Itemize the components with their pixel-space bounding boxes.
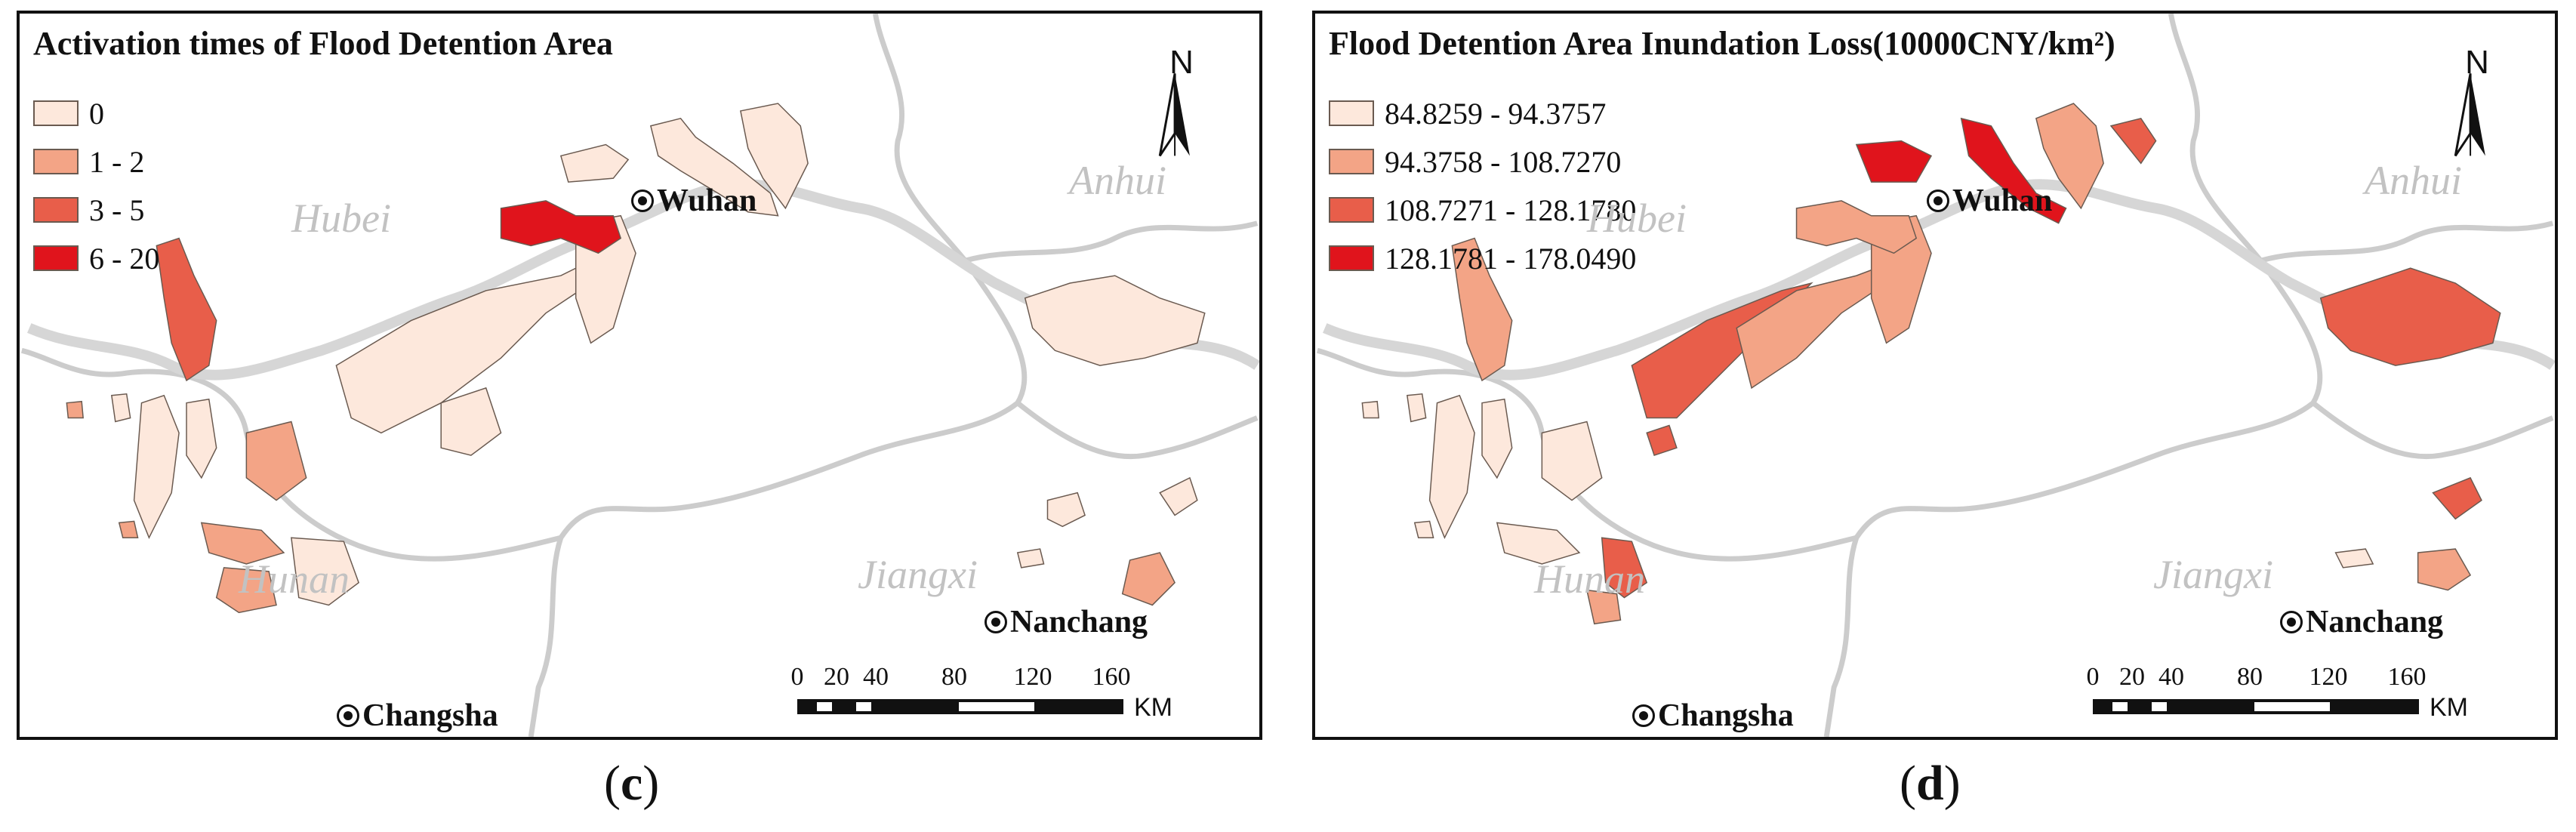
region-label-anhui: Anhui — [1069, 158, 1166, 203]
scale-tick: 20 — [2119, 663, 2145, 691]
city-label: Wuhan — [657, 183, 757, 218]
legend-label: 1 - 2 — [89, 144, 145, 179]
city-label: Wuhan — [1952, 183, 2053, 218]
city-marker-icon — [984, 611, 1007, 633]
scale-bar-graphic — [797, 699, 1123, 714]
scale-tick: 160 — [1092, 663, 1131, 691]
city-nanchang: Nanchang — [984, 604, 1148, 640]
legend-item: 0 — [33, 89, 159, 137]
city-wuhan: Wuhan — [1927, 183, 2052, 219]
city-marker-icon — [1632, 704, 1655, 727]
region-label-hunan: Hunan — [1534, 556, 1645, 602]
region-label-hubei: Hubei — [1587, 196, 1687, 241]
map-canvas-d — [1316, 14, 2555, 737]
legend: 84.8259 - 94.3757 94.3758 - 108.7270 108… — [1329, 89, 1636, 282]
scale-tick: 120 — [2309, 663, 2348, 691]
scale-tick: 40 — [863, 663, 889, 691]
north-arrow-d — [2454, 73, 2485, 157]
region-label-hunan: Hunan — [239, 556, 350, 602]
panel-caption-d: (d) — [1900, 755, 1961, 812]
legend-swatch — [1329, 245, 1374, 271]
legend-item: 3 - 5 — [33, 186, 159, 234]
legend: 0 1 - 2 3 - 5 6 - 20 — [33, 89, 159, 282]
legend-swatch — [1329, 149, 1374, 174]
map-panel-d: Flood Detention Area Inundation Loss(100… — [1312, 11, 2558, 740]
legend-label: 84.8259 - 94.3757 — [1385, 96, 1607, 131]
legend-item: 6 - 20 — [33, 234, 159, 282]
scale-tick: 160 — [2387, 663, 2427, 691]
legend-swatch — [33, 245, 79, 271]
scale-unit: KM — [2430, 693, 2468, 722]
legend-item: 94.3758 - 108.7270 — [1329, 137, 1636, 186]
city-marker-icon — [1927, 190, 1949, 212]
city-label: Changsha — [1658, 698, 1794, 733]
legend-item: 1 - 2 — [33, 137, 159, 186]
scale-tick: 0 — [790, 663, 804, 691]
legend-title: Flood Detention Area Inundation Loss(100… — [1329, 25, 2115, 62]
legend-swatch — [1329, 100, 1374, 126]
caption-paren-close: ) — [1943, 756, 1961, 811]
scale-bar: 0 20 40 80 120 160 KM — [791, 663, 1173, 731]
detention-areas — [66, 103, 1206, 614]
scale-tick: 20 — [824, 663, 849, 691]
map-canvas-c — [20, 14, 1259, 737]
scale-unit: KM — [1134, 693, 1172, 722]
legend-label: 128.1781 - 178.0490 — [1385, 241, 1637, 276]
scale-tick: 0 — [2086, 663, 2100, 691]
north-arrow-c — [1158, 73, 1190, 157]
legend-item: 108.7271 - 128.1780 — [1329, 186, 1636, 234]
province-boundaries — [20, 14, 1259, 737]
legend-label: 94.3758 - 108.7270 — [1385, 144, 1622, 179]
caption-paren-open: ( — [1900, 756, 1916, 811]
region-label-jiangxi: Jiangxi — [858, 552, 978, 597]
region-label-anhui: Anhui — [2365, 158, 2462, 203]
legend-item: 84.8259 - 94.3757 — [1329, 89, 1636, 137]
city-label: Nanchang — [2306, 605, 2444, 639]
scale-ticks: 0 20 40 80 120 160 — [2087, 663, 2440, 693]
scale-bar-graphic — [2093, 699, 2419, 714]
city-label: Changsha — [362, 698, 498, 733]
city-changsha: Changsha — [337, 698, 498, 734]
legend-swatch — [33, 149, 79, 174]
scale-tick: 40 — [2158, 663, 2184, 691]
legend-label: 0 — [89, 96, 104, 131]
city-marker-icon — [631, 190, 654, 212]
map-panel-c: Activation times of Flood Detention Area… — [17, 11, 1262, 740]
caption-letter: d — [1915, 756, 1944, 811]
north-label: N — [1169, 44, 1194, 81]
legend-title: Activation times of Flood Detention Area — [33, 25, 613, 62]
legend-item: 128.1781 - 178.0490 — [1329, 234, 1636, 282]
north-label: N — [2465, 44, 2489, 81]
scale-tick: 120 — [1013, 663, 1052, 691]
city-marker-icon — [337, 704, 359, 727]
legend-swatch — [33, 197, 79, 223]
scale-tick: 80 — [2237, 663, 2263, 691]
city-changsha: Changsha — [1632, 698, 1794, 734]
city-marker-icon — [2280, 611, 2303, 633]
panel-caption-c: (c) — [604, 755, 659, 812]
region-label-hubei: Hubei — [291, 196, 391, 241]
region-label-jiangxi: Jiangxi — [2153, 552, 2273, 597]
caption-letter: c — [620, 756, 643, 811]
city-wuhan: Wuhan — [631, 183, 756, 219]
legend-label: 6 - 20 — [89, 241, 160, 276]
scale-tick: 80 — [941, 663, 967, 691]
legend-label: 3 - 5 — [89, 193, 145, 227]
city-nanchang: Nanchang — [2280, 604, 2443, 640]
city-label: Nanchang — [1010, 605, 1148, 639]
legend-label: 108.7271 - 128.1780 — [1385, 193, 1637, 227]
legend-swatch — [33, 100, 79, 126]
scale-bar: 0 20 40 80 120 160 KM — [2087, 663, 2469, 731]
scale-ticks: 0 20 40 80 120 160 — [791, 663, 1145, 693]
caption-paren-close: ) — [642, 756, 660, 811]
detention-areas — [1361, 103, 2501, 625]
legend-swatch — [1329, 197, 1374, 223]
caption-paren-open: ( — [604, 756, 621, 811]
